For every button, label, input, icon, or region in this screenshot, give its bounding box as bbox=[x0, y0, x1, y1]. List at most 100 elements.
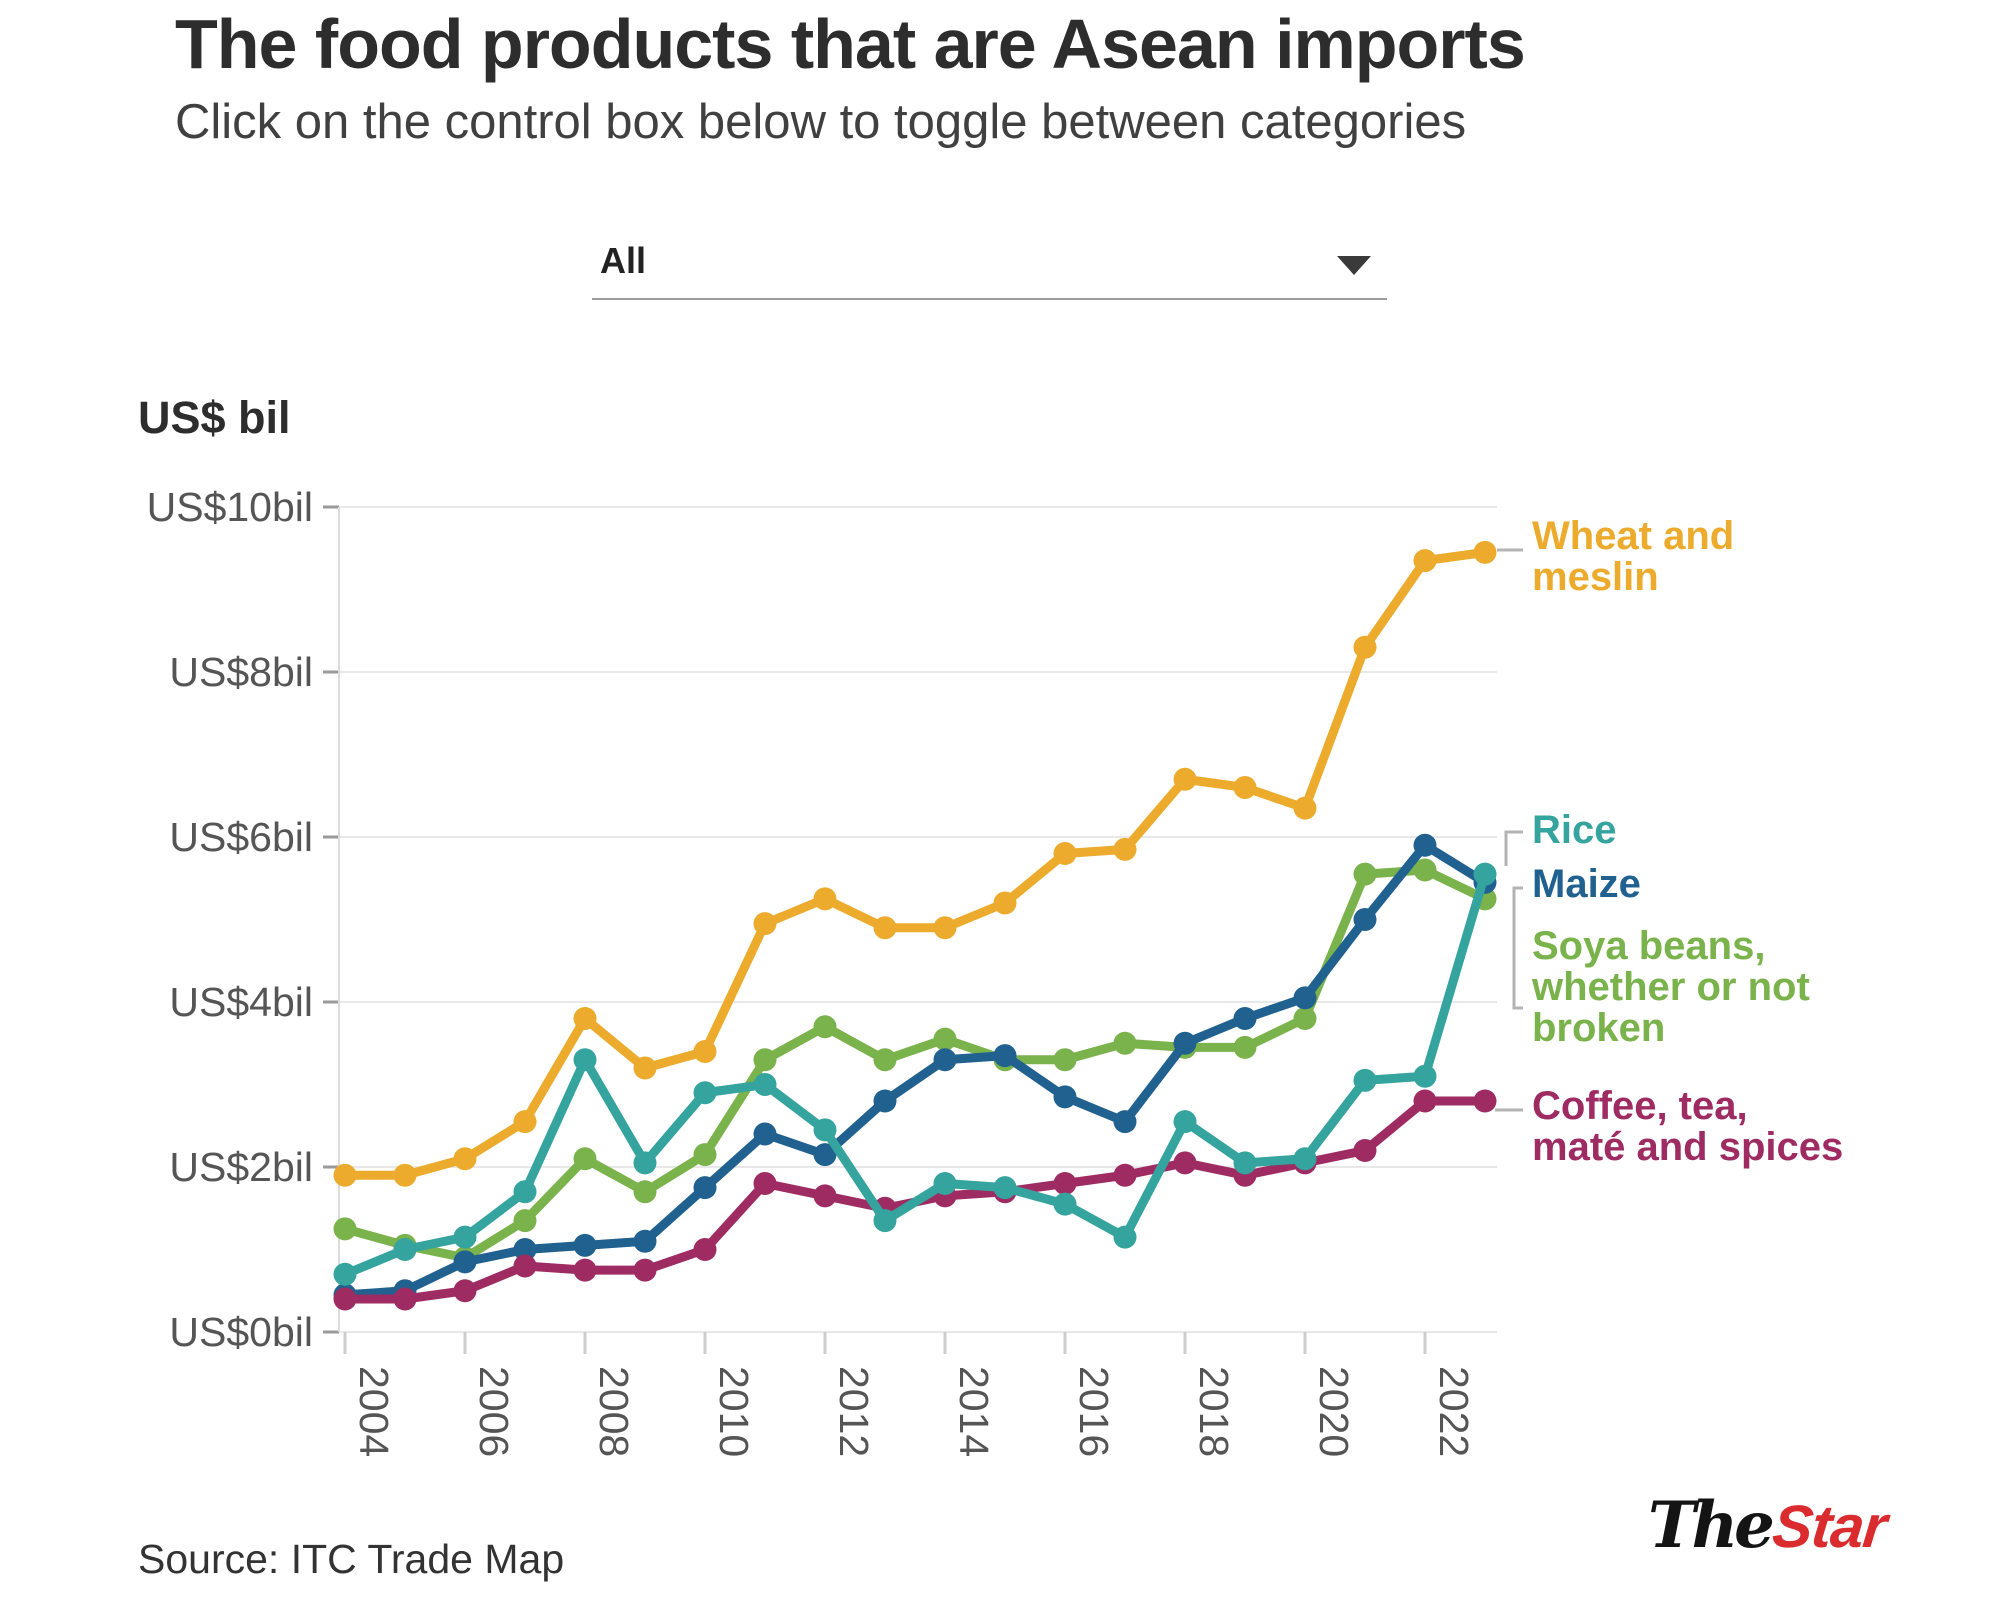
x-tick-label: 2012 bbox=[831, 1366, 877, 1457]
data-point-maize bbox=[1353, 908, 1377, 931]
data-point-rice bbox=[993, 1176, 1017, 1200]
y-tick-label: US$2bil bbox=[169, 1144, 313, 1190]
data-point-rice bbox=[873, 1209, 897, 1233]
y-axis-title: US$ bil bbox=[138, 392, 291, 443]
data-point-coffee-tea-mat-and-spices bbox=[1113, 1163, 1137, 1187]
data-point-wheat-and-meslin bbox=[1413, 549, 1437, 573]
data-point-coffee-tea-mat-and-spices bbox=[453, 1279, 477, 1303]
data-point-soya-beans-whether-or-not-broken bbox=[633, 1180, 657, 1204]
data-point-wheat-and-meslin bbox=[393, 1163, 417, 1187]
data-point-coffee-tea-mat-and-spices bbox=[1053, 1172, 1077, 1195]
data-point-soya-beans-whether-or-not-broken bbox=[513, 1209, 537, 1233]
y-tick-label: US$0bil bbox=[169, 1309, 313, 1355]
data-point-coffee-tea-mat-and-spices bbox=[573, 1258, 597, 1282]
data-point-coffee-tea-mat-and-spices bbox=[1413, 1089, 1437, 1113]
y-tick-label: US$4bil bbox=[169, 979, 313, 1025]
x-tick-label: 2022 bbox=[1431, 1366, 1477, 1457]
label-leader-line bbox=[1512, 886, 1523, 1010]
data-point-rice bbox=[1473, 862, 1497, 886]
data-point-rice bbox=[1293, 1147, 1317, 1171]
data-point-soya-beans-whether-or-not-broken bbox=[1293, 1007, 1317, 1030]
data-point-rice bbox=[813, 1118, 837, 1142]
data-point-coffee-tea-mat-and-spices bbox=[1173, 1151, 1197, 1175]
label-leader-line bbox=[1504, 830, 1523, 866]
data-point-maize bbox=[1113, 1110, 1137, 1134]
data-point-rice bbox=[333, 1262, 357, 1286]
y-tick-label: US$10bil bbox=[147, 484, 313, 530]
data-point-maize bbox=[1233, 1007, 1257, 1030]
x-tick-label: 2014 bbox=[951, 1366, 997, 1457]
data-point-maize bbox=[693, 1176, 717, 1200]
data-point-soya-beans-whether-or-not-broken bbox=[1353, 862, 1377, 886]
data-point-maize bbox=[513, 1238, 537, 1261]
data-point-soya-beans-whether-or-not-broken bbox=[1053, 1048, 1077, 1072]
x-tick-label: 2016 bbox=[1071, 1366, 1117, 1457]
data-point-wheat-and-meslin bbox=[513, 1110, 537, 1134]
category-dropdown[interactable]: All bbox=[592, 230, 1387, 300]
data-point-wheat-and-meslin bbox=[1233, 776, 1257, 799]
data-point-wheat-and-meslin bbox=[933, 916, 957, 940]
triangle-down-icon[interactable] bbox=[1337, 256, 1371, 275]
data-point-coffee-tea-mat-and-spices bbox=[393, 1287, 417, 1311]
page-subtitle: Click on the control box below to toggle… bbox=[175, 95, 1467, 149]
data-point-rice bbox=[393, 1238, 417, 1261]
data-point-maize bbox=[993, 1044, 1017, 1068]
x-tick-label: 2008 bbox=[591, 1366, 637, 1457]
data-point-wheat-and-meslin bbox=[1293, 796, 1317, 820]
data-point-soya-beans-whether-or-not-broken bbox=[693, 1143, 717, 1167]
data-point-wheat-and-meslin bbox=[1473, 540, 1497, 564]
page-title: The food products that are Asean imports bbox=[175, 5, 1526, 83]
data-point-soya-beans-whether-or-not-broken bbox=[573, 1147, 597, 1171]
data-point-coffee-tea-mat-and-spices bbox=[813, 1184, 837, 1208]
series-label-rice: Rice bbox=[1532, 808, 1617, 852]
data-point-rice bbox=[513, 1180, 537, 1204]
x-tick-label: 2020 bbox=[1311, 1366, 1357, 1457]
data-point-rice bbox=[1053, 1192, 1077, 1216]
data-point-maize bbox=[813, 1143, 837, 1167]
data-point-coffee-tea-mat-and-spices bbox=[753, 1172, 777, 1195]
data-point-wheat-and-meslin bbox=[1113, 837, 1137, 861]
logo-the: The bbox=[1648, 1488, 1775, 1563]
data-point-maize bbox=[1413, 833, 1437, 857]
data-point-rice bbox=[753, 1073, 777, 1096]
data-point-rice bbox=[1113, 1225, 1137, 1249]
category-dropdown-value[interactable]: All bbox=[600, 240, 647, 281]
data-point-wheat-and-meslin bbox=[753, 912, 777, 936]
data-point-coffee-tea-mat-and-spices bbox=[693, 1238, 717, 1261]
data-point-wheat-and-meslin bbox=[573, 1007, 597, 1030]
data-point-coffee-tea-mat-and-spices bbox=[1353, 1139, 1377, 1162]
data-point-soya-beans-whether-or-not-broken bbox=[753, 1048, 777, 1072]
data-point-rice bbox=[453, 1225, 477, 1249]
data-point-maize bbox=[1293, 986, 1317, 1010]
data-point-maize bbox=[453, 1250, 477, 1274]
series-label-wheat-and-meslin: Wheat and meslin bbox=[1532, 514, 1735, 599]
data-point-maize bbox=[573, 1233, 597, 1257]
data-point-wheat-and-meslin bbox=[693, 1040, 717, 1063]
data-point-soya-beans-whether-or-not-broken bbox=[333, 1217, 357, 1241]
series-label-coffee-tea-mat-and-spices: Coffee, tea, maté and spices bbox=[1532, 1084, 1844, 1169]
series-label-maize: Maize bbox=[1532, 862, 1641, 906]
data-point-maize bbox=[753, 1122, 777, 1146]
the-star-logo: TheStar bbox=[1648, 1488, 1889, 1563]
data-point-wheat-and-meslin bbox=[333, 1163, 357, 1187]
x-tick-label: 2004 bbox=[351, 1366, 397, 1457]
data-point-rice bbox=[1233, 1151, 1257, 1175]
series-label-soya-beans-whether-or-not-broken: Soya beans, whether or not broken bbox=[1532, 924, 1810, 1050]
data-point-wheat-and-meslin bbox=[873, 916, 897, 940]
data-point-soya-beans-whether-or-not-broken bbox=[873, 1048, 897, 1072]
data-point-rice bbox=[633, 1151, 657, 1175]
x-tick-label: 2010 bbox=[711, 1366, 757, 1457]
data-point-soya-beans-whether-or-not-broken bbox=[1233, 1035, 1257, 1059]
data-point-maize bbox=[633, 1229, 657, 1253]
data-point-rice bbox=[693, 1081, 717, 1105]
data-point-rice bbox=[1413, 1064, 1437, 1088]
data-point-coffee-tea-mat-and-spices bbox=[633, 1258, 657, 1282]
data-point-maize bbox=[933, 1048, 957, 1072]
data-point-wheat-and-meslin bbox=[993, 891, 1017, 915]
data-point-soya-beans-whether-or-not-broken bbox=[1113, 1031, 1137, 1055]
data-point-maize bbox=[1053, 1085, 1077, 1109]
data-point-wheat-and-meslin bbox=[1353, 635, 1377, 659]
data-point-wheat-and-meslin bbox=[813, 887, 837, 911]
x-tick-label: 2006 bbox=[471, 1366, 517, 1457]
